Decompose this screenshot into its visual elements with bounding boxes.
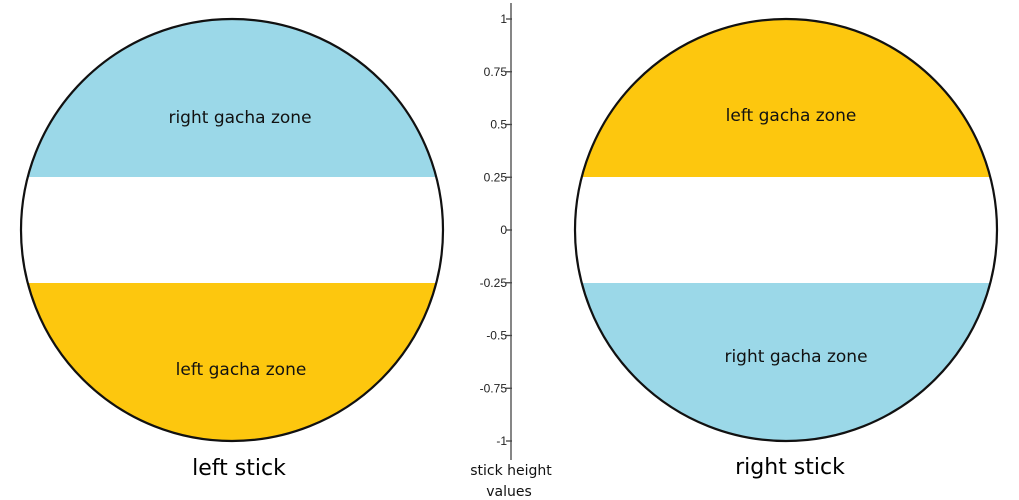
left-stick-top-zone	[21, 19, 443, 177]
axis-tick-label: 0	[500, 223, 507, 237]
axis-ticks: 1 0.75 0.5 0.25 0 -0.25 -0.5 -0.75 -1	[480, 12, 512, 448]
right-stick-label: right stick	[735, 455, 845, 480]
axis-tick-label: 0.75	[484, 65, 508, 79]
left-stick-top-zone-label: right gacha zone	[168, 108, 311, 128]
right-stick-top-zone	[575, 19, 997, 177]
right-stick: left gacha zone right gacha zone right s…	[573, 17, 999, 480]
axis-tick-label: 1	[500, 12, 507, 26]
axis-tick-label: -0.25	[480, 276, 508, 290]
left-stick-outline	[19, 17, 445, 443]
axis-tick-label: -0.5	[486, 329, 507, 343]
left-stick-label: left stick	[192, 456, 286, 481]
axis-title-line2: values	[486, 484, 532, 500]
axis-tick-label: -1	[496, 434, 507, 448]
left-stick: right gacha zone left gacha zone left st…	[19, 17, 445, 481]
axis-tick-label: 0.5	[490, 118, 507, 132]
right-stick-neutral-zone	[575, 177, 997, 283]
axis-tick-label: 0.25	[484, 170, 508, 184]
axis-tick-label: -0.75	[480, 381, 508, 395]
axis-title-line1: stick height	[470, 463, 552, 479]
stick-height-axis: 1 0.75 0.5 0.25 0 -0.25 -0.5 -0.75 -1 stick heig…	[470, 3, 552, 500]
left-stick-neutral-zone	[21, 177, 443, 283]
right-stick-outline	[573, 17, 999, 443]
left-stick-bottom-zone-label: left gacha zone	[176, 360, 307, 380]
right-stick-bottom-zone-label: right gacha zone	[724, 347, 867, 367]
right-stick-top-zone-label: left gacha zone	[726, 106, 857, 126]
